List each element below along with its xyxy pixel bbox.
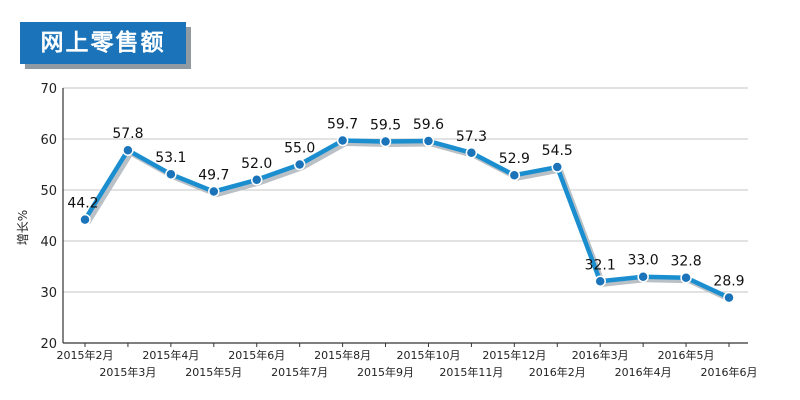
data-point [465,147,478,159]
data-point [250,174,263,186]
data-point [723,291,735,304]
data-label: 33.0 [628,253,659,269]
data-point [122,144,134,156]
data-label: 28.9 [713,274,744,290]
y-tick-label: 30 [40,286,57,301]
data-point [422,135,435,147]
y-tick-label: 40 [40,235,57,250]
y-tick-label: 20 [40,337,57,352]
series-line [82,138,732,300]
data-label: 52.9 [499,151,530,167]
x-tick-label: 2016年3月 [572,348,629,362]
x-tick-label: 2015年10月 [396,348,460,362]
x-tick-label: 2015年6月 [228,348,285,362]
data-label: 54.5 [542,143,573,159]
data-point [293,158,306,171]
data-point [79,213,91,226]
data-label: 52.0 [241,156,272,172]
x-tick-label: 2015年4月 [142,348,199,362]
data-label: 57.8 [112,126,143,142]
data-label: 57.3 [456,129,487,145]
data-label: 44.2 [67,196,98,212]
data-label: 32.1 [585,257,616,273]
data-point [165,168,177,180]
y-tick-label: 50 [40,184,57,199]
x-tick-label: 2015年11月 [439,365,503,379]
y-tick-label: 60 [40,133,57,148]
x-tick-label: 2015年7月 [271,365,328,379]
data-point [508,169,521,181]
data-label: 49.7 [198,168,229,184]
data-point [551,161,564,173]
x-tick-label: 2015年12月 [482,348,546,362]
x-tick-label: 2016年6月 [701,365,758,379]
title-banner: 网上零售额 [20,22,186,64]
y-tick-label: 70 [40,82,57,97]
data-label: 59.7 [327,117,358,133]
x-tick-label: 2015年2月 [57,348,114,362]
data-label: 59.5 [370,118,401,134]
x-tick-label: 2016年5月 [658,348,715,362]
data-point [379,135,392,148]
data-point [680,271,692,284]
chart-title: 网上零售额 [40,30,166,56]
data-point [208,185,220,198]
data-label: 59.6 [413,117,444,133]
data-point [637,270,649,283]
data-label: 53.1 [155,150,186,166]
data-label: 55.0 [284,141,315,157]
x-tick-label: 2015年3月 [99,365,156,379]
y-axis-label: 增长% [16,210,30,245]
data-point [336,134,349,147]
data-label: 32.8 [670,254,701,270]
x-tick-label: 2015年5月 [185,365,242,379]
x-tick-label: 2016年2月 [529,365,586,379]
x-tick-label: 2015年8月 [314,348,371,362]
x-tick-label: 2015年9月 [357,365,414,379]
x-tick-label: 2016年4月 [615,365,672,379]
data-point [594,275,606,288]
